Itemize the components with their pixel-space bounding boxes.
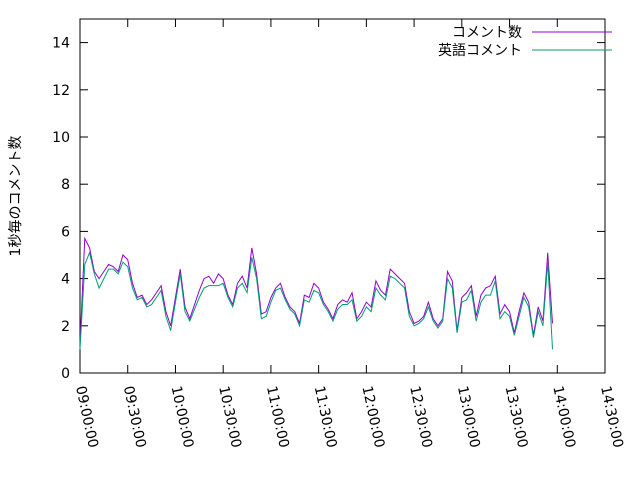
y-tick-label: 2 [61, 319, 70, 335]
x-tick-label: 13:30:00 [502, 385, 531, 450]
x-tick-label: 11:30:00 [311, 385, 340, 450]
plot-frame [79, 18, 606, 374]
x-tick-label: 12:30:00 [406, 385, 435, 450]
x-tick-label: 13:00:00 [454, 385, 483, 450]
x-tick-label: 14:00:00 [549, 385, 578, 450]
x-tick-label: 12:00:00 [358, 385, 387, 450]
series-line [79, 236, 553, 345]
y-tick-label: 14 [52, 36, 70, 52]
x-tick-label: 14:30:00 [597, 385, 626, 450]
y-tick-label: 6 [61, 224, 70, 240]
y-tick-label: 8 [61, 177, 70, 193]
x-tick-label: 10:30:00 [215, 385, 244, 450]
y-tick-label: 10 [52, 130, 70, 146]
y-tick-label: 0 [61, 366, 70, 382]
x-tick-label: 10:00:00 [168, 385, 197, 450]
x-tick-label: 09:00:00 [72, 385, 101, 450]
y-tick-label: 12 [52, 83, 70, 99]
y-axis-label: 1秒毎のコメント数 [8, 136, 24, 257]
series-line [79, 250, 553, 350]
x-tick-label: 09:30:00 [120, 385, 149, 450]
legend-label: コメント数 [452, 25, 522, 41]
x-tick-label: 11:00:00 [263, 385, 292, 450]
y-tick-label: 4 [61, 272, 70, 288]
legend-label: 英語コメント [438, 42, 522, 59]
